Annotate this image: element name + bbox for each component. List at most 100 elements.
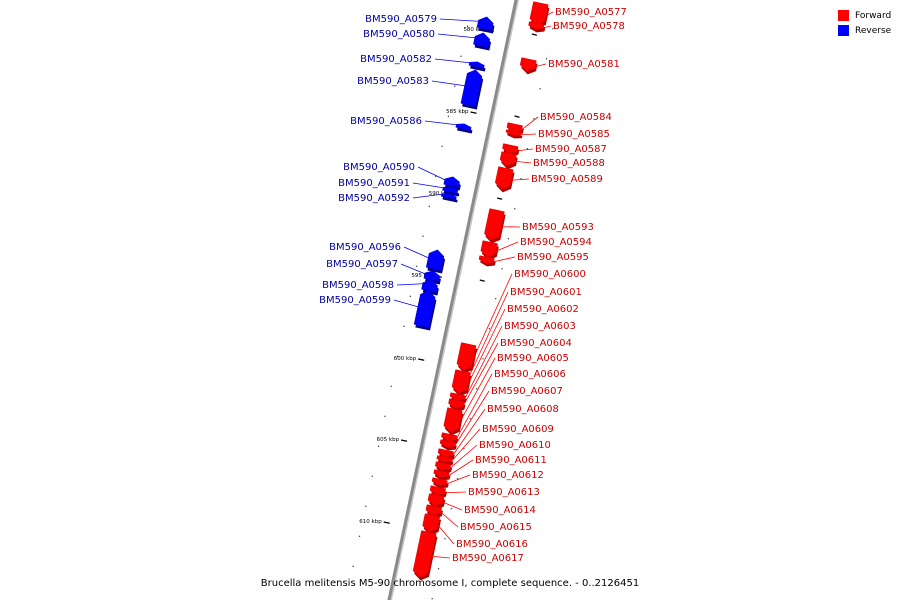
gene-leader bbox=[469, 291, 509, 375]
gene-label: BM590_A0606 bbox=[494, 369, 566, 380]
minor-tick bbox=[507, 238, 509, 240]
gene-block bbox=[480, 240, 498, 258]
minor-tick bbox=[422, 235, 424, 237]
gene-label: BM590_A0580 bbox=[363, 29, 435, 40]
gene-block-shade bbox=[442, 196, 458, 203]
gene-block bbox=[499, 151, 517, 167]
tick-label: 605 kbp bbox=[377, 437, 400, 443]
reverse-swatch bbox=[838, 25, 849, 36]
minor-tick bbox=[501, 268, 503, 270]
gene-block bbox=[484, 208, 505, 241]
gene-label: BM590_A0577 bbox=[555, 7, 627, 18]
major-tick bbox=[400, 439, 408, 442]
gene-leader bbox=[520, 133, 537, 136]
gene-label: BM590_A0599 bbox=[319, 295, 391, 306]
gene-block bbox=[421, 279, 438, 293]
gene-leader bbox=[393, 299, 418, 308]
gene-label: BM590_A0609 bbox=[482, 424, 554, 435]
minor-tick bbox=[409, 295, 411, 297]
gene-label: BM590_A0582 bbox=[360, 54, 432, 65]
gene-leader bbox=[437, 524, 455, 545]
minor-tick bbox=[358, 535, 361, 537]
minor-tick bbox=[454, 85, 456, 87]
gene-label: BM590_A0581 bbox=[548, 59, 620, 70]
minor-tick bbox=[460, 55, 462, 57]
gene-label: BM590_A0578 bbox=[553, 21, 625, 32]
minor-tick bbox=[447, 115, 450, 117]
gene-label: BM590_A0597 bbox=[326, 259, 398, 270]
gene-label: BM590_A0612 bbox=[472, 470, 544, 481]
gene-leader bbox=[446, 474, 471, 485]
gene-label: BM590_A0614 bbox=[464, 505, 536, 516]
gene-label: BM590_A0602 bbox=[507, 304, 579, 315]
minor-tick bbox=[552, 28, 554, 30]
tick-label: 595 kbp bbox=[411, 273, 434, 279]
gene-block bbox=[436, 455, 453, 463]
minor-tick bbox=[441, 145, 443, 147]
gene-block bbox=[505, 129, 522, 136]
gene-leader bbox=[449, 444, 478, 469]
minor-tick bbox=[463, 448, 465, 450]
gene-label: BM590_A0583 bbox=[357, 76, 429, 87]
minor-tick bbox=[428, 205, 430, 207]
gene-label: BM590_A0591 bbox=[338, 178, 410, 189]
gene-label: BM590_A0586 bbox=[350, 116, 422, 127]
gene-block bbox=[427, 493, 445, 507]
gene-leader bbox=[452, 408, 486, 456]
major-tick-right bbox=[514, 115, 520, 118]
gene-label: BM590_A0595 bbox=[517, 252, 589, 263]
minor-tick bbox=[466, 25, 469, 27]
gene-leader bbox=[517, 148, 534, 152]
minor-tick bbox=[437, 568, 440, 570]
gene-block bbox=[441, 432, 458, 442]
gene-block bbox=[449, 392, 466, 401]
gene-block bbox=[422, 513, 441, 533]
gene-label: BM590_A0613 bbox=[468, 487, 540, 498]
gene-leader bbox=[545, 11, 554, 17]
sequence-caption: Brucella melitensis M5-90 chromosome I, … bbox=[260, 578, 640, 589]
gene-block bbox=[473, 32, 491, 48]
gene-block bbox=[468, 61, 485, 69]
gene-label: BM590_A0585 bbox=[538, 129, 610, 140]
gene-block bbox=[519, 57, 537, 72]
gene-leader bbox=[396, 283, 423, 286]
gene-block bbox=[429, 485, 447, 496]
gene-leader bbox=[448, 459, 474, 477]
gene-block bbox=[434, 461, 452, 471]
major-tick-right bbox=[531, 33, 538, 36]
gene-label: BM590_A0593 bbox=[522, 222, 594, 233]
gene-leader bbox=[459, 357, 496, 423]
gene-leader bbox=[515, 160, 532, 164]
gene-leader bbox=[534, 63, 547, 68]
gene-label: BM590_A0587 bbox=[535, 144, 607, 155]
minor-tick bbox=[476, 388, 478, 390]
minor-tick bbox=[371, 475, 373, 477]
gene-label: BM590_A0603 bbox=[504, 321, 576, 332]
gene-leader bbox=[454, 390, 490, 446]
gene-label: BM590_A0617 bbox=[452, 553, 524, 564]
minor-tick bbox=[431, 598, 433, 600]
minor-tick bbox=[526, 148, 529, 150]
gene-leader bbox=[543, 25, 552, 29]
gene-label: BM590_A0611 bbox=[475, 455, 547, 466]
gene-label: BM590_A0616 bbox=[456, 539, 528, 550]
minor-tick bbox=[450, 508, 452, 510]
minor-tick bbox=[482, 358, 484, 360]
tick-label: 590 kbp bbox=[429, 191, 452, 197]
gene-leader bbox=[431, 80, 465, 87]
gene-label: BM590_A0601 bbox=[510, 287, 582, 298]
gene-block bbox=[443, 407, 463, 433]
gene-leader bbox=[455, 373, 493, 440]
minor-tick bbox=[390, 385, 392, 387]
minor-tick bbox=[352, 565, 354, 567]
gene-label: BM590_A0594 bbox=[520, 237, 592, 248]
gene-block bbox=[425, 249, 445, 271]
gene-leader bbox=[511, 178, 530, 181]
legend-reverse: Reverse bbox=[838, 23, 891, 38]
gene-leader bbox=[493, 256, 516, 263]
legend-reverse-label: Reverse bbox=[855, 25, 892, 36]
gene-block bbox=[529, 1, 549, 26]
major-tick-right bbox=[496, 197, 503, 200]
gene-block bbox=[478, 255, 495, 264]
